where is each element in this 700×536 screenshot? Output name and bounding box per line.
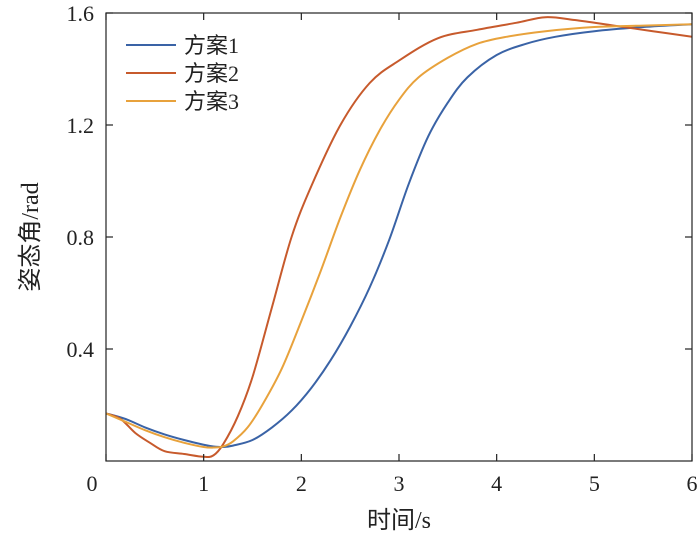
origin-tick-label: 0 <box>87 471 98 496</box>
series-layer <box>106 16 692 459</box>
series-line-1 <box>106 23 692 449</box>
x-axis-title: 时间/s <box>367 507 431 531</box>
x-tick-label: 4 <box>491 471 502 496</box>
x-tick-label: 3 <box>394 471 405 496</box>
x-tick-label: 1 <box>198 471 209 496</box>
y-tick-label: 1.2 <box>67 113 95 138</box>
x-tick-label: 6 <box>687 471 698 496</box>
legend: 方案1 方案2 方案3 <box>126 33 239 114</box>
series-line-2 <box>106 16 692 459</box>
ticks-layer: 1 2 3 4 5 6 0.4 0.8 1.2 1.6 0 <box>67 1 698 496</box>
y-tick-label: 1.6 <box>67 1 95 26</box>
legend-label-2: 方案2 <box>184 61 239 86</box>
x-tick-label: 5 <box>589 471 600 496</box>
y-axis-title: 姿态角/rad <box>17 182 44 291</box>
y-tick-label: 0.4 <box>67 337 95 362</box>
legend-label-3: 方案3 <box>184 89 239 114</box>
legend-label-1: 方案1 <box>184 33 239 58</box>
x-tick-label: 2 <box>296 471 307 496</box>
series-line-3 <box>106 23 692 449</box>
y-tick-label: 0.8 <box>67 225 95 250</box>
